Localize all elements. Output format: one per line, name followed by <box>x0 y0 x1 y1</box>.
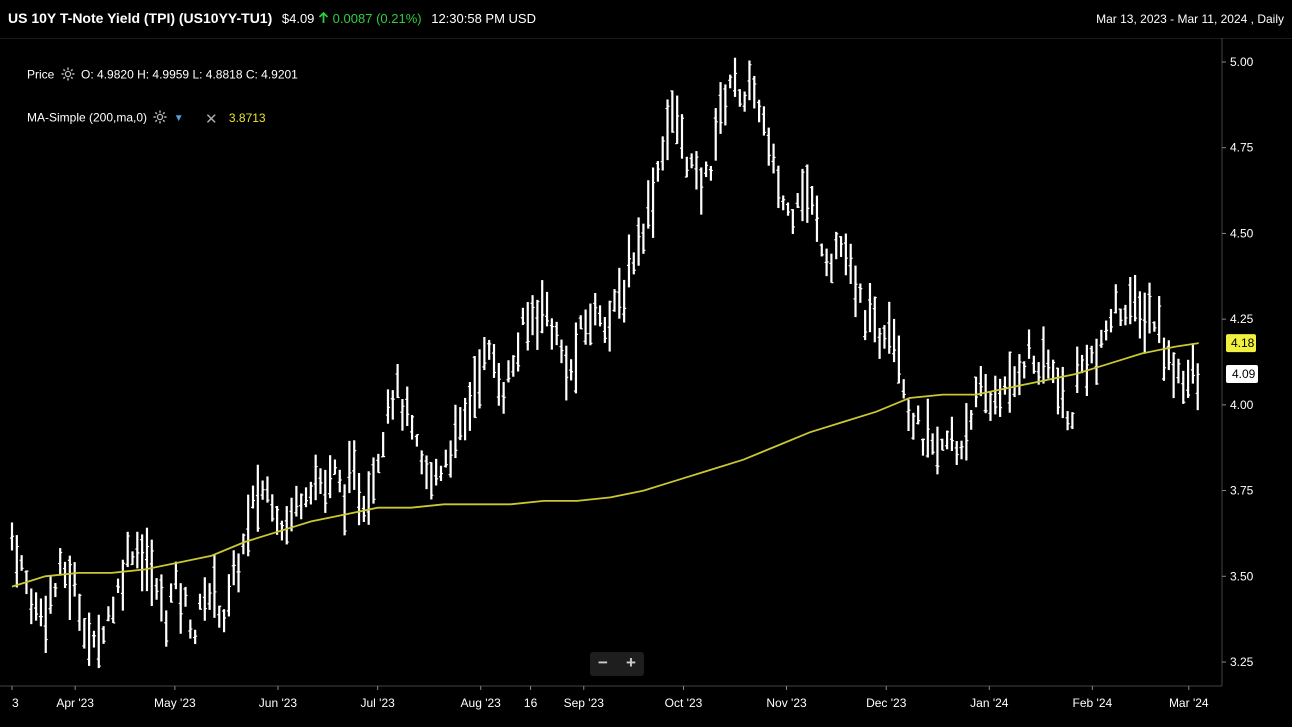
x-tick-label: Oct '23 <box>665 696 703 710</box>
x-tick-label: Jun '23 <box>259 696 298 710</box>
ma-legend: MA-Simple (200,ma,0) ▼ ✕ 3.8713 <box>27 109 266 128</box>
x-tick-label: Sep '23 <box>564 696 605 710</box>
chart-header: US 10Y T-Note Yield (TPI) (US10YY-TU1) $… <box>0 0 1292 39</box>
symbol-title: US 10Y T-Note Yield (TPI) (US10YY-TU1) <box>8 10 273 26</box>
y-tick-label: 3.75 <box>1230 484 1254 498</box>
x-tick-label: Aug '23 <box>461 696 502 710</box>
y-tick-label: 3.25 <box>1230 655 1254 669</box>
ohlc-values: O: 4.9820 H: 4.9959 L: 4.8818 C: 4.9201 <box>81 67 298 82</box>
x-tick-label: May '23 <box>154 696 196 710</box>
zoom-controls: − + <box>590 652 644 676</box>
x-tick-label: Jan '24 <box>970 696 1009 710</box>
x-tick-label: 3 <box>12 696 19 710</box>
y-tick-label: 4.25 <box>1230 312 1254 326</box>
ma-badge <box>1226 334 1256 353</box>
arrow-up-icon <box>318 11 333 26</box>
last-price: $4.09 <box>281 11 315 26</box>
ma-line <box>11 342 1199 588</box>
y-tick-label: 3.50 <box>1230 569 1254 583</box>
x-tick-label: Mar '24 <box>1169 696 1209 710</box>
zoom-in-button[interactable]: + <box>626 653 636 672</box>
close-icon[interactable]: ✕ <box>204 110 218 128</box>
y-tick-label: 4.00 <box>1230 398 1254 412</box>
x-tick-label: Nov '23 <box>766 696 807 710</box>
y-tick-label: 4.75 <box>1230 141 1254 155</box>
y-tick-label: 4.50 <box>1230 226 1254 240</box>
gear-icon[interactable] <box>152 109 168 128</box>
price-change: 0.0087 <box>332 11 373 26</box>
y-tick-label: 5.00 <box>1230 55 1254 69</box>
date-range[interactable]: Mar 13, 2023 - Mar 11, 2024 , Daily <box>1096 12 1284 26</box>
gear-icon[interactable] <box>60 66 76 85</box>
quote-time: 12:30:58 PM USD <box>431 11 536 26</box>
ma-legend-label: MA-Simple (200,ma,0) <box>27 110 148 125</box>
ma-badge-label: 4.18 <box>1231 336 1255 350</box>
price-badge <box>1226 365 1258 383</box>
zoom-out-button[interactable]: − <box>598 653 608 672</box>
price-badge-label: 4.09 <box>1232 367 1256 381</box>
x-tick-label: 16 <box>524 696 538 710</box>
price-chart[interactable]: 3.25 3.50 3.75 4.00 4.25 4.50 4.75 5.00 3 Apr '23… <box>0 38 1292 727</box>
symbol-header: US 10Y T-Note Yield (TPI) (US10YY-TU1) $… <box>8 10 536 26</box>
x-tick-label: Jul '23 <box>361 696 396 710</box>
price-legend: Price O: 4.9820 H: 4.9959 L: 4.8818 C: 4… <box>27 66 298 85</box>
ma-value: 3.8713 <box>228 110 266 125</box>
price-change-pct: (0.21%) <box>376 11 422 26</box>
price-legend-label: Price <box>27 67 55 82</box>
x-tick-label: Dec '23 <box>866 696 907 710</box>
x-tick-label: Feb '24 <box>1073 696 1113 710</box>
chevron-down-icon[interactable]: ▼ <box>173 113 184 124</box>
x-tick-label: Apr '23 <box>56 696 94 710</box>
